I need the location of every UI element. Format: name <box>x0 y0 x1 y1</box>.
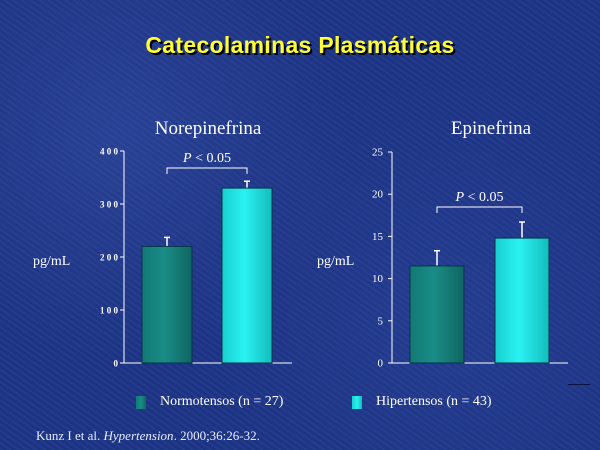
chart-title: Norepinefrina <box>155 118 262 139</box>
significance-bracket <box>166 167 248 174</box>
bar-hipertensos <box>494 237 550 364</box>
y-axis-label: pg/mL <box>317 254 354 269</box>
y-tick-label: 10 <box>372 273 384 285</box>
legend-item-hipertensos: Hipertensos (n = 43) <box>352 394 492 410</box>
y-tick-label: 25 <box>372 147 384 159</box>
y-tick-label: 2 0 0 <box>100 253 119 263</box>
y-tick-label: 0 <box>378 358 384 370</box>
y-tick-label: 1 0 0 <box>100 306 119 316</box>
epinefrina-chart: Epinefrina pg/mL 0 5 10 15 20 25 P < 0.05 <box>317 118 568 370</box>
bar-normotensos <box>141 245 193 364</box>
legend-label-normotensos: Normotensos (n = 27) <box>160 394 284 409</box>
decorative-line <box>568 384 590 385</box>
y-axis-label: pg/mL <box>33 254 70 269</box>
norepinefrina-chart: Norepinefrina pg/mL 0 1 0 0 2 0 0 3 0 0 4 0 0 P… <box>33 118 292 369</box>
y-tick-label: 4 0 0 <box>100 147 119 157</box>
significance-rest: < 0.05 <box>192 151 231 166</box>
slide-title: Catecolaminas Plasmáticas <box>145 32 455 58</box>
y-tick-label: 20 <box>372 189 384 201</box>
citation-details: . 2000;36:26-32. <box>173 428 260 443</box>
significance-label: P < 0.05 <box>455 190 504 205</box>
y-tick-label: 0 <box>114 359 119 369</box>
legend-swatch-normotensos <box>136 395 146 409</box>
significance-p: P <box>182 151 192 166</box>
significance-rest: < 0.05 <box>464 190 503 205</box>
citation: Kunz I et al. Hypertension. 2000;36:26-3… <box>36 428 260 444</box>
legend-label-hipertensos: Hipertensos (n = 43) <box>376 394 492 409</box>
bar-hipertensos <box>221 187 273 364</box>
citation-journal: Hypertension <box>103 428 174 443</box>
y-tick-label: 15 <box>372 231 384 243</box>
significance-p: P <box>455 190 465 205</box>
bar-normotensos <box>409 265 465 364</box>
citation-authors: Kunz I et al. <box>36 428 101 443</box>
chart-title: Epinefrina <box>451 118 532 139</box>
significance-label: P < 0.05 <box>182 151 231 166</box>
legend-item-normotensos: Normotensos (n = 27) <box>136 394 283 410</box>
y-tick-label: 3 0 0 <box>100 200 119 210</box>
significance-bracket <box>436 206 523 213</box>
legend-swatch-hipertensos <box>352 395 362 409</box>
y-tick-label: 5 <box>378 315 384 327</box>
